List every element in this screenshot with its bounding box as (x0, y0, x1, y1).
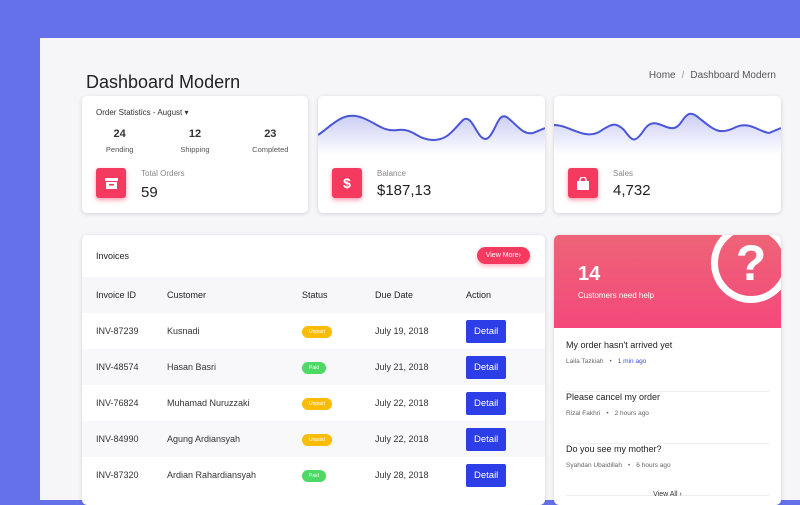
column-customer: Customer (167, 277, 302, 313)
customer-name: Agung Ardiansyah (167, 421, 302, 457)
column-invoice-id: Invoice ID (82, 277, 167, 313)
archive-icon (96, 168, 126, 198)
help-label: Customers need help (578, 291, 655, 300)
sales-card: Sales 4,732 (554, 96, 781, 213)
table-row: INV-48574 Hasan Basri Paid July 21, 2018… (82, 349, 545, 385)
table-row: INV-76824 Muhamad Nuruzzaki Unpaid July … (82, 385, 545, 421)
status-cell: Paid (302, 457, 375, 493)
invoice-id: INV-87239 (96, 326, 139, 336)
status-badge: Paid (302, 469, 327, 482)
order-statistics-dropdown[interactable]: Order Statistics - August ▾ (96, 108, 189, 117)
due-date: July 21, 2018 (375, 349, 466, 385)
status-cell: Paid (302, 349, 375, 385)
due-date: July 22, 2018 (375, 398, 429, 408)
due-date: July 22, 2018 (375, 421, 466, 457)
order-statistics-card: Order Statistics - August ▾ 24 Pending 12… (82, 96, 308, 213)
invoices-title: Invoices (96, 251, 130, 261)
column-status: Status (302, 277, 375, 313)
sales-value: 4,732 (613, 182, 651, 199)
breadcrumb-home[interactable]: Home (648, 70, 676, 81)
balance-label: Balance (377, 169, 406, 178)
detail-button[interactable]: Detail (466, 355, 507, 379)
customer-name: Ardian Rahardiansyah (167, 470, 257, 480)
table-row: INV-87239 Kusnadi Unpaid July 19, 2018 D… (82, 313, 545, 349)
status-cell: Unpaid (302, 313, 375, 349)
view-more-button[interactable]: View More› (476, 247, 530, 264)
caret-down-icon: ▾ (184, 108, 189, 117)
breadcrumb: Home / Dashboard Modern (648, 70, 776, 81)
question-mark-icon: ? (711, 235, 781, 303)
chevron-right-icon: › (518, 252, 521, 259)
balance-sparkline (318, 114, 545, 155)
page-title: Dashboard Modern (86, 72, 241, 92)
status-badge: Unpaid (302, 325, 332, 338)
balance-value: $187,13 (377, 182, 432, 199)
status-badge: Unpaid (302, 433, 332, 446)
sales-sparkline (554, 112, 781, 155)
due-date: July 28, 2018 (375, 470, 429, 480)
customer-help-card: ? 14 Customers need help My order hasn't… (554, 235, 781, 505)
status-badge: Paid (302, 361, 327, 374)
detail-button[interactable]: Detail (466, 427, 507, 451)
status-cell: Unpaid (302, 421, 375, 457)
invoice-id: INV-76824 (96, 398, 139, 408)
action-cell: Detail (466, 457, 545, 493)
due-date: July 19, 2018 (375, 326, 429, 336)
detail-button[interactable]: Detail (466, 391, 507, 415)
column-due-date: Due Date (375, 277, 466, 313)
stat-shipping: 12 Shipping (180, 128, 210, 154)
customer-name: Muhamad Nuruzzaki (167, 398, 250, 408)
sales-label: Sales (613, 169, 634, 178)
detail-button[interactable]: Detail (466, 463, 507, 487)
stat-completed: 23 Completed (252, 128, 289, 154)
total-orders-value: 59 (141, 184, 158, 201)
dollar-icon: $ (332, 168, 362, 198)
help-item[interactable]: Please cancel my order Rizal Fakhri • 2 hou… (566, 392, 769, 444)
table-row: INV-87320 Ardian Rahardiansyah Paid July… (82, 457, 545, 493)
invoices-card: Invoices View More› Invoice ID Customer … (82, 235, 545, 505)
stat-pending: 24 Pending (105, 128, 134, 154)
help-header: ? 14 Customers need help (554, 235, 781, 328)
total-orders-label: Total Orders (141, 169, 185, 178)
status-cell: Unpaid (302, 385, 375, 421)
shopping-bag-icon (568, 168, 598, 198)
column-action: Action (466, 277, 545, 313)
customer-name: Kusnadi (167, 326, 200, 336)
action-cell: Detail (466, 313, 545, 349)
help-item[interactable]: My order hasn't arrived yet Laila Tazkiah… (566, 340, 769, 392)
invoice-id: INV-87320 (96, 470, 139, 480)
chevron-right-icon: › (679, 491, 682, 498)
action-cell: Detail (466, 421, 545, 457)
view-all-link[interactable]: View All › (653, 491, 682, 498)
help-item[interactable]: Do you see my mother? Syahdan Ubaidillah •… (566, 444, 769, 496)
customer-name: Hasan Basri (167, 349, 302, 385)
invoice-id: INV-84990 (82, 421, 167, 457)
help-count: 14 (578, 263, 601, 285)
invoices-table: Invoice ID Customer Status Due Date Acti… (82, 277, 545, 493)
balance-card: $ Balance $187,13 (318, 96, 545, 213)
detail-button[interactable]: Detail (466, 319, 507, 343)
table-row: INV-84990 Agung Ardiansyah Unpaid July 2… (82, 421, 545, 457)
action-cell: Detail (466, 349, 545, 385)
invoice-id: INV-48574 (82, 349, 167, 385)
action-cell: Detail (466, 385, 545, 421)
breadcrumb-current: Dashboard Modern (690, 70, 776, 81)
status-badge: Unpaid (302, 397, 332, 410)
